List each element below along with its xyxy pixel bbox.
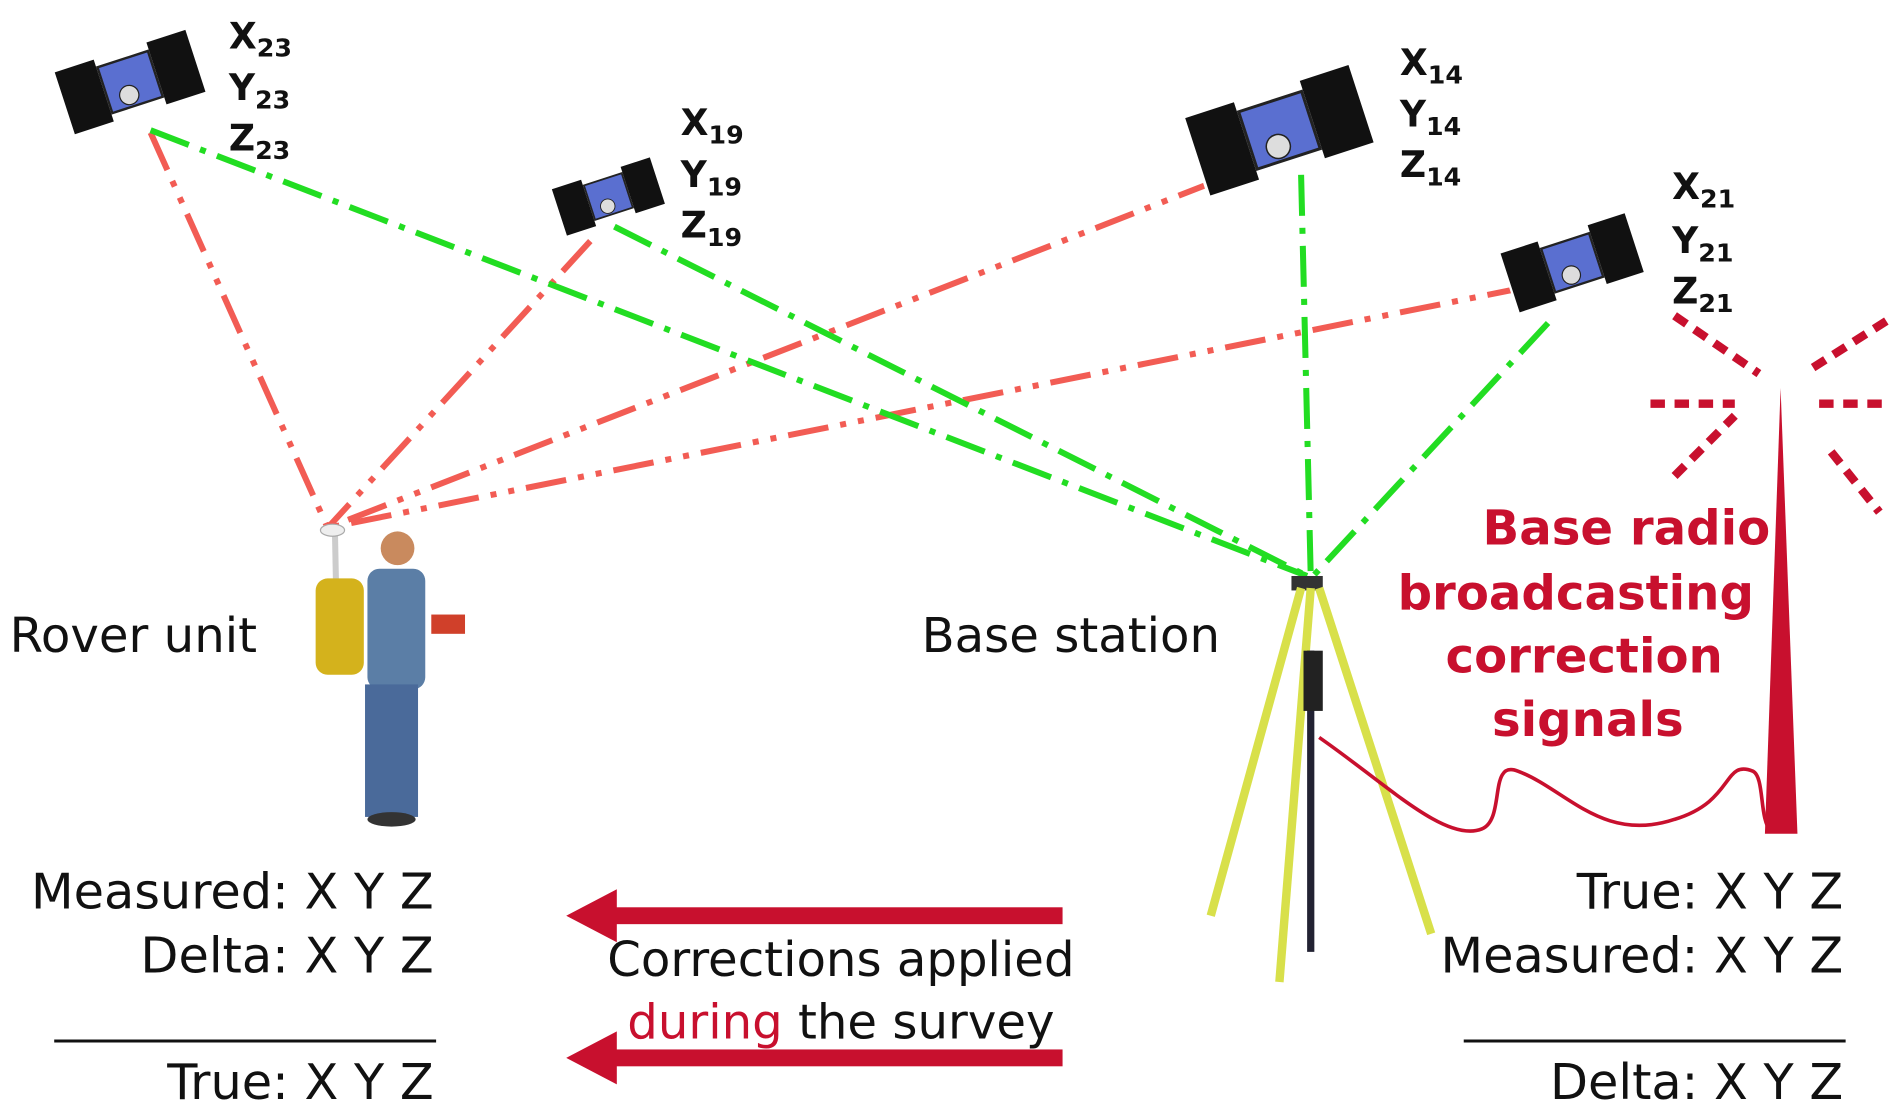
coordinate-subscript: 19 <box>707 172 742 201</box>
signal-to-rover <box>147 131 331 530</box>
equation: Measured: X Y Z <box>1441 926 1844 984</box>
signal-to-rover <box>327 283 1529 531</box>
satellite-body <box>1539 231 1605 294</box>
satellite <box>1497 210 1647 316</box>
satellite-coordinate: X14 <box>1400 41 1463 89</box>
coordinate-letter: Z <box>1672 270 1698 313</box>
equation: Delta: X Y Z <box>140 926 433 984</box>
highlight: during <box>627 995 782 1051</box>
equation: True: X Y Z <box>1576 862 1843 920</box>
coordinate-subscript: 21 <box>1698 239 1733 268</box>
correction-arrows <box>566 889 1063 1085</box>
coordinate-letter: Y <box>1399 93 1427 136</box>
signal-to-rover <box>325 239 593 530</box>
satellite <box>1181 61 1378 200</box>
coordinate-letter: Z <box>1400 143 1426 186</box>
coordinate-subscript: 23 <box>255 86 290 115</box>
satellite-coordinate: Z19 <box>681 203 742 251</box>
satellite-body <box>95 49 165 115</box>
coordinate-letter: Z <box>229 117 255 160</box>
radio-caption: Base radio broadcasting correction signa… <box>1398 501 1771 749</box>
coordinate-letter: Z <box>681 203 707 246</box>
satellite-body <box>582 172 635 221</box>
coordinate-letter: X <box>1400 41 1428 84</box>
signal-lines <box>147 127 1551 579</box>
corrections-line: during the survey <box>627 995 1054 1051</box>
radio-line: correction <box>1446 628 1723 684</box>
satellite-dish <box>600 198 616 214</box>
coordinate-subscript: 23 <box>255 136 290 165</box>
coordinate-letter: Y <box>228 66 256 109</box>
coordinate-subscript: 14 <box>1426 163 1461 192</box>
coordinate-subscript: 21 <box>1698 289 1733 318</box>
satellite-coordinate: Y23 <box>228 66 290 114</box>
coordinate-subscript: 23 <box>257 34 292 63</box>
satellite-coordinate: Z21 <box>1672 270 1733 318</box>
coordinate-subscript: 21 <box>1700 184 1735 213</box>
satellite-coordinate: Z23 <box>229 117 290 165</box>
coordinate-subscript: 14 <box>1426 112 1461 141</box>
satellite-coordinate: Y19 <box>680 153 742 201</box>
coordinate-subscript: 14 <box>1428 60 1463 89</box>
base-equations: True: X Y Z Measured: X Y Z Delta: X Y Z <box>1441 862 1846 1105</box>
signal-to-base <box>1298 174 1314 577</box>
satellite-coordinate: X21 <box>1672 165 1735 213</box>
satellite-body <box>1236 89 1323 172</box>
equation: Measured: X Y Z <box>31 862 434 920</box>
satellite-dish <box>1561 265 1582 285</box>
coordinate-subscript: 19 <box>709 120 744 149</box>
satellite <box>51 26 209 138</box>
signal-to-base <box>1310 320 1551 579</box>
base-label: Base station <box>922 608 1220 664</box>
satellite-dish <box>119 84 140 106</box>
coordinate-letter: Y <box>1671 219 1699 262</box>
radio-tower <box>1650 312 1889 834</box>
satellite-dish <box>1265 133 1292 160</box>
satellite-coordinate: Y14 <box>1399 93 1461 141</box>
satellite-coordinate: Y21 <box>1671 219 1733 267</box>
rover-equations: Measured: X Y Z Delta: X Y Z True: X Y Z <box>31 862 437 1105</box>
signal-to-base <box>613 223 1309 579</box>
satellite-coordinate: X23 <box>229 14 292 62</box>
equation-total: Delta: X Y Z <box>1550 1053 1843 1105</box>
corrections-line: Corrections applied <box>607 932 1074 988</box>
coordinate-subscript: 19 <box>707 223 742 252</box>
signal-to-base <box>149 127 1309 579</box>
radio-line: signals <box>1492 692 1684 748</box>
equation-total: True: X Y Z <box>166 1053 433 1105</box>
rover-figure <box>315 523 466 827</box>
base-tripod <box>1206 575 1773 983</box>
satellite-coordinate: X19 <box>681 101 744 149</box>
rover-label: Rover unit <box>10 608 257 664</box>
coordinate-letter: Y <box>680 153 708 196</box>
radio-line: broadcasting <box>1398 566 1754 622</box>
text: the survey <box>783 995 1055 1051</box>
radio-line: Base radio <box>1483 501 1771 557</box>
coordinate-letter: X <box>681 101 709 144</box>
coordinate-letter: X <box>229 14 257 57</box>
satellite-coordinate: Z14 <box>1400 143 1461 191</box>
coordinate-letter: X <box>1672 165 1700 208</box>
signal-to-rover <box>326 178 1218 531</box>
satellite <box>549 155 668 238</box>
